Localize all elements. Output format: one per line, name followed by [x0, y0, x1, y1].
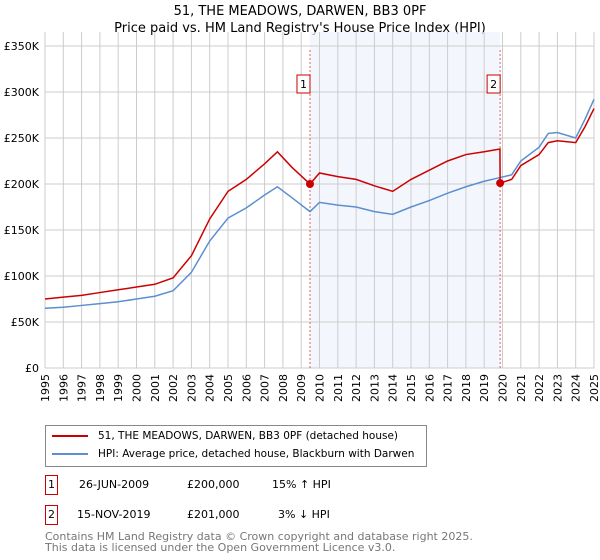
chart-title: 51, THE MEADOWS, DARWEN, BB3 0PF	[173, 4, 427, 19]
price-chart: 1995 1996 1997 1998 1999 2000 2001 2002 2003 2004…	[4, 32, 600, 402]
y-tick-label: £100K	[4, 270, 40, 283]
y-tick-label: £300K	[4, 86, 40, 99]
transaction-date: 15-NOV-2019	[77, 508, 151, 521]
annotation-label: 2	[490, 78, 497, 91]
transaction-row: 2 15-NOV-2019 £201,000 3% ↓ HPI	[45, 505, 600, 525]
annotation-box	[486, 74, 501, 94]
x-tick-label: 2009	[295, 374, 308, 402]
property-line	[44, 108, 595, 300]
sale-marker	[496, 179, 505, 188]
x-tick-label: 2000	[131, 374, 144, 402]
x-tick-label: 2010	[314, 374, 327, 402]
x-tick-label: 2020	[497, 374, 510, 402]
x-tick-label: 2004	[204, 374, 217, 402]
x-tick-label: 2014	[387, 374, 400, 402]
sale-marker	[305, 180, 314, 188]
x-tick-label: 2011	[332, 374, 345, 402]
x-tick-label: 2012	[350, 374, 363, 402]
x-tick-label: 2023	[551, 374, 564, 402]
x-tick-label: 2016	[423, 374, 436, 402]
x-tick-label: 2018	[460, 374, 473, 402]
x-tick-label: 2005	[222, 374, 235, 402]
y-tick-label: £200K	[4, 178, 40, 191]
legend: 51, THE MEADOWS, DARWEN, BB3 0PF (detach…	[45, 425, 427, 467]
transaction-date: 26-JUN-2009	[79, 478, 150, 491]
transaction-hpi: 15% ↑ HPI	[272, 478, 331, 491]
footer-licence: This data is licensed under the Open Gov…	[45, 541, 396, 554]
x-tick-label: 1997	[76, 374, 89, 402]
y-tick-label: £350K	[4, 40, 40, 53]
legend-red-line-icon	[52, 435, 88, 437]
transaction-hpi: 3% ↓ HPI	[278, 508, 330, 521]
x-tick-label: 2007	[259, 374, 272, 402]
x-tick-label: 2025	[588, 374, 600, 402]
x-tick-label: 2001	[149, 374, 162, 402]
y-tick-label: £50K	[11, 316, 40, 329]
transaction-badge: 1	[45, 475, 58, 495]
transaction-price: £201,000	[187, 508, 240, 521]
transaction-badge: 2	[45, 505, 58, 525]
x-tick-label: 2022	[533, 374, 546, 402]
x-tick-label: 2021	[515, 374, 528, 402]
x-tick-label: 2019	[478, 374, 491, 402]
x-tick-label: 2006	[240, 374, 253, 402]
x-tick-label: 1995	[39, 374, 52, 402]
legend-blue-line-icon	[52, 453, 88, 455]
footer-copyright: Contains HM Land Registry data © Crown c…	[45, 530, 473, 543]
y-tick-label: £250K	[4, 132, 40, 145]
x-tick-label: 1999	[112, 374, 125, 402]
transaction-row: 1 26-JUN-2009 £200,000 15% ↑ HPI	[45, 475, 600, 495]
annotation-box	[296, 74, 311, 94]
x-tick-label: 2003	[185, 374, 198, 402]
legend-property: 51, THE MEADOWS, DARWEN, BB3 0PF (detach…	[98, 430, 399, 442]
shaded-period	[309, 32, 501, 368]
x-tick-label: 2017	[442, 374, 455, 402]
legend-hpi: HPI: Average price, detached house, Blac…	[98, 448, 415, 460]
x-tick-label: 2002	[167, 374, 180, 402]
x-tick-label: 2008	[277, 374, 290, 402]
x-tick-label: 2015	[405, 374, 418, 402]
annotation-label: 1	[300, 78, 307, 91]
hpi-line	[44, 99, 595, 309]
y-tick-label: £0	[25, 362, 39, 375]
x-tick-label: 1998	[94, 374, 107, 402]
transaction-price: £200,000	[187, 478, 240, 491]
y-tick-label: £150K	[4, 224, 40, 237]
x-tick-label: 1996	[57, 374, 70, 402]
footer: Contains HM Land Registry data © Crown c…	[45, 531, 473, 553]
x-tick-label: 2013	[368, 374, 381, 402]
x-tick-label: 2024	[570, 374, 583, 402]
